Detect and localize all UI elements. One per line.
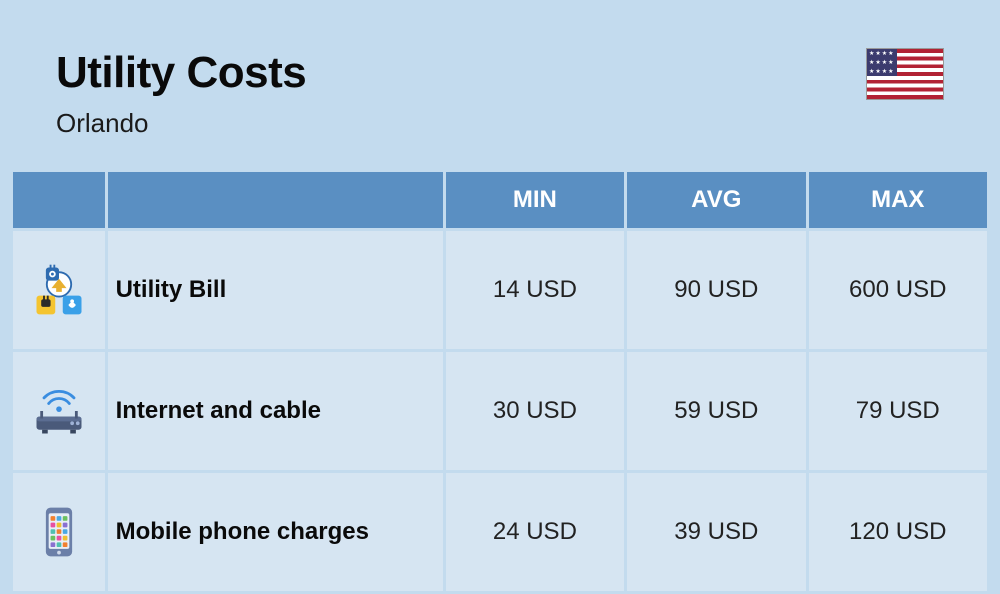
- row-icon-cell: [13, 473, 105, 591]
- row-label: Mobile phone charges: [116, 518, 369, 545]
- cell-max: 600 USD: [809, 231, 988, 349]
- cell-min: 30 USD: [446, 352, 624, 470]
- table-row: Internet and cable 30 USD 59 USD 79 USD: [13, 352, 987, 470]
- cell-avg: 59 USD: [627, 352, 805, 470]
- row-label-cell: Internet and cable: [108, 352, 443, 470]
- mobile-phone-icon: [13, 473, 105, 591]
- col-header-blank-label: [108, 172, 443, 228]
- table-row: Mobile phone charges 24 USD 39 USD 120 U…: [13, 473, 987, 591]
- title-block: Utility Costs Orlando: [56, 48, 306, 139]
- us-flag-icon: [866, 48, 944, 100]
- router-icon: [13, 352, 105, 470]
- cell-avg: 39 USD: [627, 473, 805, 591]
- row-label-cell: Mobile phone charges: [108, 473, 443, 591]
- row-label-cell: Utility Bill: [108, 231, 443, 349]
- cell-max: 79 USD: [809, 352, 988, 470]
- cell-min: 24 USD: [446, 473, 624, 591]
- page-subtitle: Orlando: [56, 108, 306, 139]
- col-header-min: MIN: [446, 172, 624, 228]
- header: Utility Costs Orlando: [0, 0, 1000, 169]
- col-header-blank-icon: [13, 172, 105, 228]
- table-header-row: MIN AVG MAX: [13, 172, 987, 228]
- row-label: Internet and cable: [116, 397, 321, 424]
- row-icon-cell: [13, 352, 105, 470]
- row-label: Utility Bill: [116, 276, 227, 303]
- cell-max: 120 USD: [809, 473, 988, 591]
- utility-bill-icon: [13, 231, 105, 349]
- row-icon-cell: [13, 231, 105, 349]
- cell-min: 14 USD: [446, 231, 624, 349]
- page-title: Utility Costs: [56, 48, 306, 98]
- col-header-avg: AVG: [627, 172, 805, 228]
- col-header-max: MAX: [809, 172, 988, 228]
- utility-costs-table: MIN AVG MAX: [0, 169, 1000, 594]
- table-row: Utility Bill 14 USD 90 USD 600 USD: [13, 231, 987, 349]
- cell-avg: 90 USD: [627, 231, 805, 349]
